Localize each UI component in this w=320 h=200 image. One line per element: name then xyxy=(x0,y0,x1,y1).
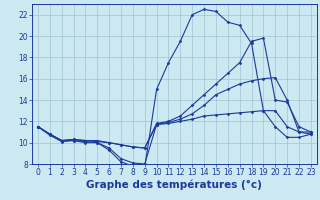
X-axis label: Graphe des températures (°c): Graphe des températures (°c) xyxy=(86,180,262,190)
